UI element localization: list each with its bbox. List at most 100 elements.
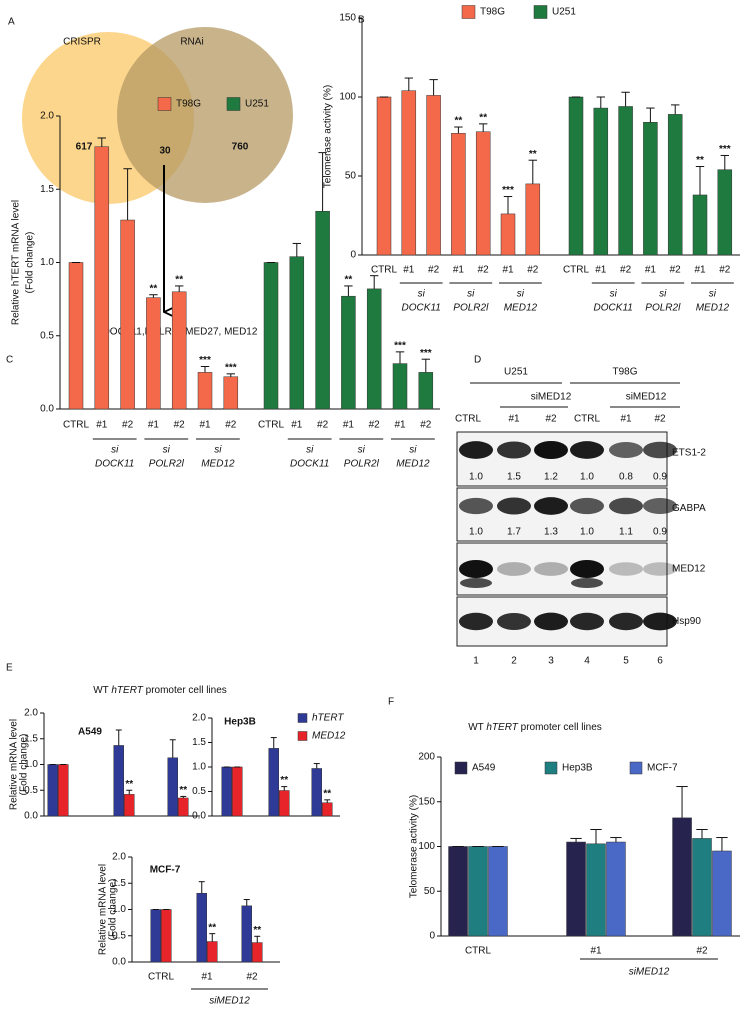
bar [268, 748, 279, 817]
legend-swatch [157, 97, 172, 111]
blot-quant: 1.5 [507, 472, 521, 483]
x-tick-label: #2 [317, 420, 329, 431]
significance: *** [394, 341, 406, 352]
bar [221, 766, 232, 817]
legend-swatch [461, 5, 476, 19]
bar [475, 131, 491, 256]
blot-band [459, 497, 493, 515]
legend-swatch [297, 731, 308, 741]
y-axis-label: Relative mRNA level [98, 864, 109, 955]
chart-title: A549 [78, 727, 102, 738]
title-part: hTERT [486, 722, 518, 733]
blot-row-label: Hsp90 [672, 616, 701, 627]
bar [672, 817, 692, 937]
x-tick-label: #1 [291, 420, 303, 431]
legend-label: U251 [552, 7, 576, 18]
significance: *** [225, 362, 237, 373]
group-prefix: si [358, 445, 366, 456]
blot-band [459, 560, 493, 578]
bar [197, 372, 213, 410]
bar [241, 905, 252, 963]
blot-row-label: ETS1-2 [672, 448, 706, 459]
blot-band [534, 497, 568, 515]
blot-band [534, 562, 568, 576]
bar [426, 95, 441, 256]
y-tick-label: 2.0 [192, 713, 206, 724]
blot-quant: 0.9 [653, 527, 667, 538]
blot-band [497, 612, 531, 631]
x-tick-label: #2 [719, 265, 731, 276]
y-axis-label: (Fold change) [19, 734, 30, 796]
venn-count: 617 [76, 142, 93, 153]
bar [376, 96, 392, 256]
x-tick-label: CTRL [465, 946, 492, 957]
bar [712, 850, 732, 937]
y-tick-label: 1.0 [192, 762, 206, 773]
bar [692, 194, 708, 256]
y-axis-label: (Fold change) [108, 879, 119, 941]
bar [150, 909, 161, 963]
blot-quant: 1.0 [469, 472, 483, 483]
blot-lane-number: 6 [657, 656, 663, 667]
group-prefix: si [409, 445, 417, 456]
chart-title: MCF-7 [150, 865, 181, 876]
blot-panel [456, 487, 668, 542]
blot-band [459, 441, 493, 459]
significance: ** [479, 113, 487, 124]
group-prefix: si [709, 289, 717, 300]
y-tick-label: 200 [418, 752, 435, 763]
group-name: DOCK11 [290, 459, 329, 470]
significance: ** [208, 922, 216, 933]
blot-band [570, 441, 604, 459]
blot-lane: #1 [620, 414, 632, 425]
group-prefix: si [467, 289, 475, 300]
blot-cell-line: U251 [504, 367, 528, 378]
bar [500, 213, 516, 256]
significance: ** [345, 275, 353, 286]
bar [643, 122, 658, 256]
significance: ** [253, 925, 261, 936]
bar [667, 114, 683, 256]
group-prefix: si [659, 289, 667, 300]
x-tick-label: #1 [201, 972, 213, 983]
significance: *** [199, 355, 211, 366]
blot-band [459, 612, 493, 631]
bar [593, 107, 609, 256]
significance: ** [179, 785, 187, 796]
group-name: DOCK11 [402, 303, 441, 314]
y-tick-label: 1.5 [24, 733, 38, 744]
x-tick-label: #1 [148, 420, 160, 431]
blot-quant: 1.7 [507, 527, 521, 538]
bar [606, 841, 626, 937]
y-tick-label: 2.0 [24, 708, 38, 719]
blot-quant: 1.0 [469, 527, 483, 538]
y-axis-label: Telomerase activity (%) [323, 85, 334, 188]
chart-title: Hep3B [224, 717, 256, 728]
y-tick-label: 0.5 [40, 330, 54, 341]
bar [196, 892, 207, 963]
group-prefix: si [418, 289, 426, 300]
x-tick-label: #1 [645, 265, 657, 276]
blot-band [497, 497, 531, 515]
group-prefix: si [214, 445, 222, 456]
significance: ** [323, 788, 331, 799]
group-name: POLR2l [453, 303, 489, 314]
x-tick-label: #1 [394, 420, 406, 431]
significance: ** [280, 775, 288, 786]
y-tick-label: 0.5 [112, 930, 126, 941]
x-tick-label: #1 [403, 265, 415, 276]
group-name: MED12 [696, 303, 730, 314]
group-name: POLR2l [344, 459, 380, 470]
bar [223, 376, 239, 410]
bar [58, 764, 69, 817]
panel-label: D [474, 355, 481, 366]
y-axis-label: Relative mRNA level [9, 719, 20, 810]
y-tick-label: 0.0 [112, 957, 126, 968]
y-tick-label: 0 [350, 250, 356, 261]
legend-swatch [544, 761, 558, 775]
blot-group: siMED12 [531, 392, 572, 403]
y-tick-label: 0.0 [40, 404, 54, 415]
group-name: MED12 [201, 459, 235, 470]
y-tick-label: 0 [429, 931, 435, 942]
significance: *** [420, 348, 432, 359]
